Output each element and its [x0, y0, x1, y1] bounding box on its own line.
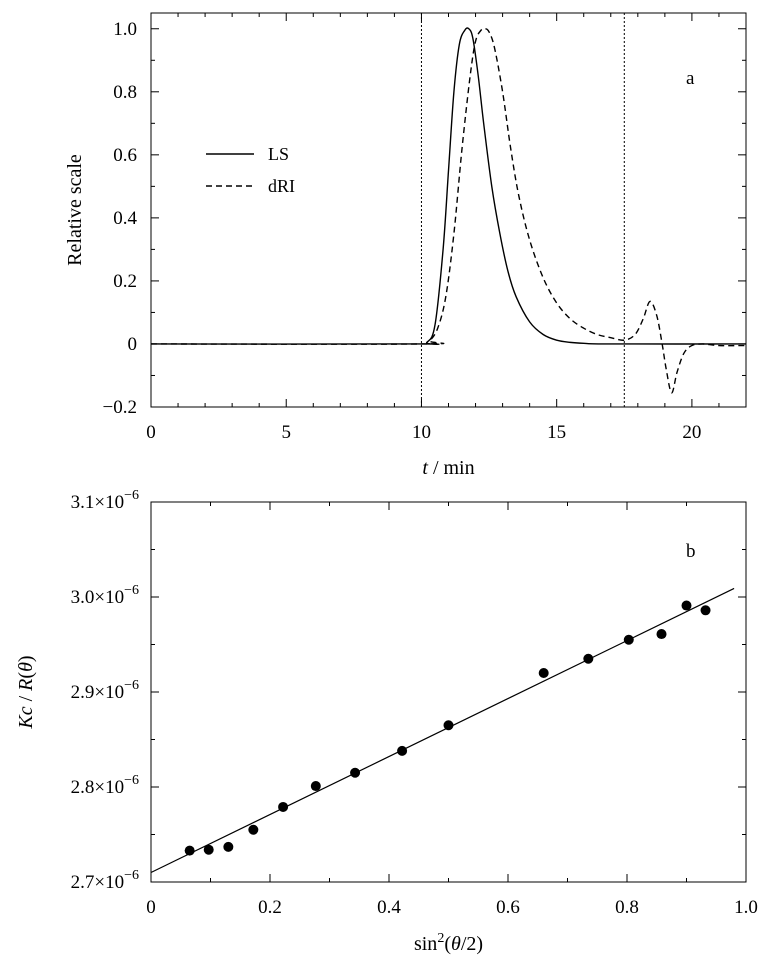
x-title-italic: θ [451, 933, 461, 955]
legend-label-ls: LS [268, 144, 289, 164]
panel-label-b: b [686, 541, 696, 562]
data-point [248, 824, 259, 835]
data-point [350, 767, 361, 778]
y-tick-exponent: −6 [124, 868, 139, 883]
y-tick-label-b: 2.9×10−6 [71, 678, 139, 703]
data-point [397, 745, 408, 756]
data-point [223, 841, 234, 852]
data-point [310, 781, 321, 792]
y-tick-mantissa: 2.9×10 [71, 682, 124, 703]
x-tick-label-b: 1.0 [734, 897, 758, 918]
y-tick-label-a: −0.2 [103, 397, 137, 418]
x-tick-label-b: 0 [146, 897, 156, 918]
y-tick-exponent: −6 [124, 583, 139, 598]
y-title-open: ( [15, 672, 37, 679]
y-tick-label-a: 1.0 [113, 19, 137, 40]
data-point [203, 844, 214, 855]
data-point [700, 605, 711, 616]
y-title-sep: / [15, 691, 37, 707]
x-title-sup: 2 [437, 931, 444, 946]
x-tick-label-a: 15 [547, 422, 566, 443]
y-tick-mantissa: 2.8×10 [71, 777, 124, 798]
y-tick-label-b: 3.0×10−6 [71, 583, 139, 608]
x-tick-label-a: 20 [682, 422, 701, 443]
x-tick-label-a: 0 [146, 422, 156, 443]
series-line-ls [150, 27, 747, 345]
x-tick-label-a: 5 [281, 422, 291, 443]
y-title-theta: θ [15, 662, 37, 672]
x-tick-label-b: 0.4 [377, 897, 401, 918]
y-tick-mantissa: 3.1×10 [71, 492, 124, 513]
y-tick-exponent: −6 [124, 488, 139, 503]
panel-b-chart: 0 0.2 0.4 0.6 0.8 1.02.7×10−62.8×10−62.9×10−6… [15, 488, 758, 955]
data-point [681, 600, 692, 611]
y-tick-label-b: 3.1×10−6 [71, 488, 139, 513]
x-title-pre: sin [414, 933, 437, 955]
panel-b-frame [150, 501, 747, 883]
y-title-kc: Kc [15, 706, 37, 729]
x-tick-label-b: 0.6 [496, 897, 520, 918]
y-tick-mantissa: 3.0×10 [71, 587, 124, 608]
panel-a-frame [150, 12, 747, 408]
data-point [184, 845, 195, 856]
series-line-dri [150, 27, 747, 394]
x-title-post: /2) [461, 933, 483, 955]
y-tick-exponent: −6 [124, 678, 139, 693]
x-tick-label-a: 10 [412, 422, 431, 443]
data-point [583, 653, 594, 664]
fit-line [150, 587, 735, 874]
legend-label-dri: dRI [268, 176, 295, 196]
x-title-mid: ( [444, 933, 451, 955]
y-tick-label-b: 2.7×10−6 [71, 868, 139, 893]
y-tick-label-a: 0 [128, 334, 138, 355]
data-point [443, 720, 454, 731]
x-tick-label-b: 0.8 [615, 897, 639, 918]
data-point [623, 634, 634, 645]
data-point [656, 629, 667, 640]
y-tick-exponent: −6 [124, 773, 139, 788]
y-title-r: R [15, 679, 37, 692]
x-axis-title-a: t / min [422, 457, 474, 479]
panel-label-a: a [686, 68, 695, 89]
y-axis-title-b: Kc / R(θ) [15, 655, 37, 729]
y-tick-label-a: 0.8 [113, 82, 137, 103]
x-tick-label-b: 0.2 [258, 897, 282, 918]
x-axis-title-b: sin2(θ/2) [414, 931, 483, 955]
x-axis-title-rest: / min [428, 457, 475, 479]
y-title-close: ) [15, 655, 37, 662]
y-tick-label-a: 0.6 [113, 145, 137, 166]
data-point [538, 668, 549, 678]
y-tick-label-a: 0.4 [113, 208, 137, 229]
y-axis-title-a: Relative scale [64, 154, 86, 266]
y-tick-mantissa: 2.7×10 [71, 872, 124, 893]
panel-a-chart: 0 5 10 15 20 −0.2 0 0.2 0.4 0.6 0.8 1.0 LS dRI a t / mi… [64, 12, 747, 479]
x-axis-title-italic: t [422, 457, 428, 479]
y-tick-label-b: 2.8×10−6 [71, 773, 139, 798]
y-tick-label-a: 0.2 [113, 271, 137, 292]
data-point [278, 801, 289, 812]
